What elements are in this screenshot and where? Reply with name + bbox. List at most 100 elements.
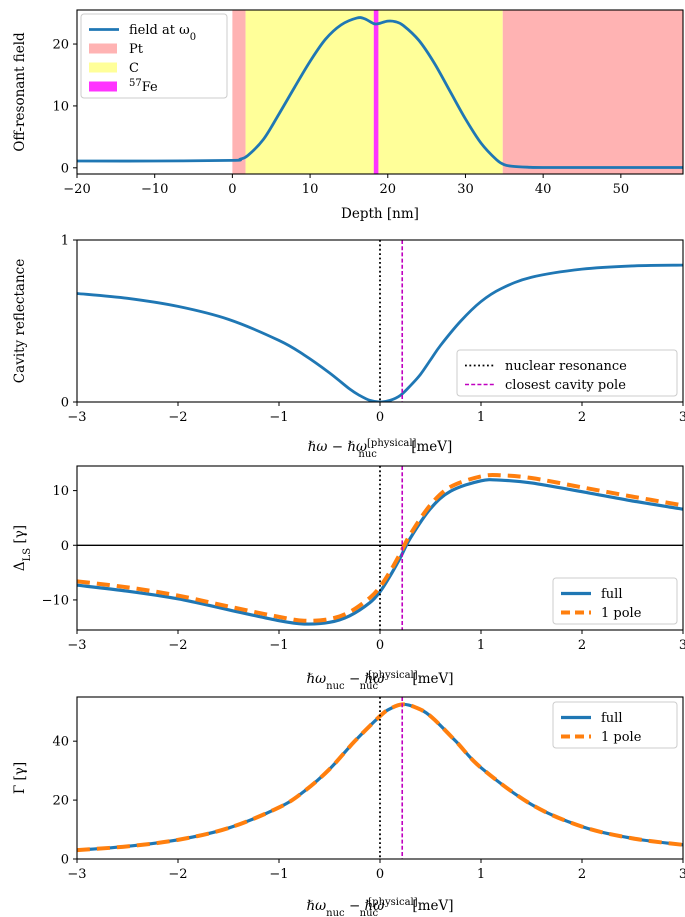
legend: nuclear resonance closest cavity pole bbox=[456, 349, 678, 397]
x-label-sup: [physical] bbox=[367, 438, 416, 449]
y-tick-label: 0 bbox=[61, 539, 69, 554]
layer-band-57fe-2 bbox=[373, 10, 379, 174]
y-label-unit: [γ] bbox=[12, 525, 28, 548]
legend-sub: 0 bbox=[190, 32, 196, 43]
legend-label-fe: 57Fe bbox=[129, 78, 158, 96]
x-tick-label: 3 bbox=[679, 410, 685, 425]
x-tick-label: −3 bbox=[67, 867, 86, 882]
x-label-sub: nuc bbox=[358, 449, 377, 460]
x-tick-label: 2 bbox=[578, 638, 586, 653]
x-tick-label: 1 bbox=[477, 867, 485, 882]
x-tick-label: −20 bbox=[63, 182, 90, 197]
x-tick-label: −1 bbox=[269, 638, 288, 653]
y-axis-label: ΔLS [γ] bbox=[12, 525, 33, 571]
series-line-full bbox=[77, 478, 683, 626]
legend-label-c: C bbox=[129, 61, 139, 76]
legend-label-full: full bbox=[601, 711, 623, 726]
x-axis-label: ℏω − ℏω[physical] nuc [meV] bbox=[308, 438, 453, 460]
y-tick-label: 10 bbox=[52, 484, 69, 499]
y-label-sub: LS bbox=[22, 548, 33, 562]
y-label-text: Cavity reflectance bbox=[12, 259, 28, 383]
y-tick-label: 0 bbox=[61, 161, 69, 176]
x-label-mid: − ℏω bbox=[345, 898, 385, 914]
x-tick-label: 0 bbox=[376, 638, 384, 653]
legend-text: Pt bbox=[129, 42, 144, 57]
x-tick-label: 0 bbox=[376, 410, 384, 425]
legend-box bbox=[80, 13, 228, 99]
x-label-sub2: nuc bbox=[360, 681, 379, 692]
y-label-text: Δ bbox=[12, 561, 28, 571]
legend-swatch-fe bbox=[89, 81, 117, 92]
x-label-unit: [meV] bbox=[408, 671, 453, 687]
y-axis-label: Cavity reflectance bbox=[12, 259, 28, 383]
x-label-mid: − ℏω bbox=[345, 671, 385, 687]
y-tick-label: 40 bbox=[52, 735, 69, 750]
series-line-reflectance bbox=[77, 263, 683, 402]
legend-text: closest cavity pole bbox=[505, 378, 626, 393]
legend-label-one_pole: 1 pole bbox=[601, 730, 642, 745]
legend-text: C bbox=[129, 61, 139, 76]
series-line-1-pole bbox=[77, 473, 683, 623]
layer-band-c-3 bbox=[378, 10, 503, 174]
x-tick-label: −2 bbox=[168, 867, 187, 882]
legend-sup: 57 bbox=[129, 78, 142, 89]
x-tick-label: −1 bbox=[269, 410, 288, 425]
x-tick-label: −2 bbox=[168, 410, 187, 425]
layer-band-pt-0 bbox=[232, 10, 246, 174]
x-label-sub2: nuc bbox=[360, 908, 379, 917]
x-tick-label: 1 bbox=[477, 410, 485, 425]
x-tick-label: 40 bbox=[535, 182, 552, 197]
x-tick-label: 20 bbox=[379, 182, 396, 197]
axes-frame bbox=[76, 9, 684, 175]
x-tick-label: 0 bbox=[376, 867, 384, 882]
x-label-sup: [physical] bbox=[368, 670, 417, 681]
series-line-full bbox=[77, 702, 683, 852]
x-label-text: Depth [nm] bbox=[341, 206, 419, 222]
layer-band-c-1 bbox=[245, 10, 374, 174]
x-axis-label: Depth [nm] bbox=[341, 206, 419, 222]
x-label-text: ℏω − ℏω bbox=[308, 439, 367, 455]
x-tick-label: 0 bbox=[228, 182, 236, 197]
layer-band-pt-4 bbox=[502, 10, 683, 174]
chart-panel-1: −20 −10 0 10 20 30 40 50 0 10 20 Off-resonant field… bbox=[12, 9, 684, 222]
y-axis-label: Off-resonant field bbox=[12, 32, 28, 152]
legend: full 1 pole bbox=[552, 701, 678, 749]
x-tick-label: 10 bbox=[302, 182, 319, 197]
legend-label-full: full bbox=[601, 587, 623, 602]
legend-text: field at ω bbox=[129, 23, 190, 38]
series-line-field-at-0 bbox=[77, 16, 683, 169]
x-tick-label: 3 bbox=[679, 867, 685, 882]
legend-swatch-c bbox=[89, 62, 117, 73]
legend-box bbox=[456, 349, 678, 397]
legend-text: full bbox=[601, 711, 623, 726]
legend-label-field: field at ω0 bbox=[129, 23, 196, 43]
plot-area bbox=[77, 240, 683, 402]
y-tick-label: 1 bbox=[61, 234, 69, 249]
x-tick-label: 30 bbox=[457, 182, 474, 197]
legend-text: nuclear resonance bbox=[505, 359, 627, 374]
x-label-sup: [physical] bbox=[368, 897, 417, 908]
legend-text: Fe bbox=[142, 80, 158, 95]
legend-label-pole: closest cavity pole bbox=[505, 378, 626, 393]
legend-text: 1 pole bbox=[601, 730, 642, 745]
x-tick-label: 2 bbox=[578, 410, 586, 425]
plot-area bbox=[77, 10, 683, 174]
legend-label-resonance: nuclear resonance bbox=[505, 359, 627, 374]
y-label-text: Off-resonant field bbox=[12, 32, 28, 152]
x-tick-label: 3 bbox=[679, 638, 685, 653]
y-tick-label: 0 bbox=[61, 853, 69, 868]
y-tick-label: 20 bbox=[52, 38, 69, 53]
x-tick-label: −2 bbox=[168, 638, 187, 653]
legend-text: full bbox=[601, 587, 623, 602]
y-label-text: Γ [γ] bbox=[12, 762, 28, 794]
legend-label-pt: Pt bbox=[129, 42, 144, 57]
x-tick-label: 1 bbox=[477, 638, 485, 653]
x-tick-label: −3 bbox=[67, 410, 86, 425]
y-tick-label: −10 bbox=[42, 593, 69, 608]
legend: full 1 pole bbox=[552, 577, 678, 625]
x-label-text: ℏω bbox=[306, 671, 326, 687]
x-label-sub: nuc bbox=[326, 681, 345, 692]
legend-text: 1 pole bbox=[601, 606, 642, 621]
